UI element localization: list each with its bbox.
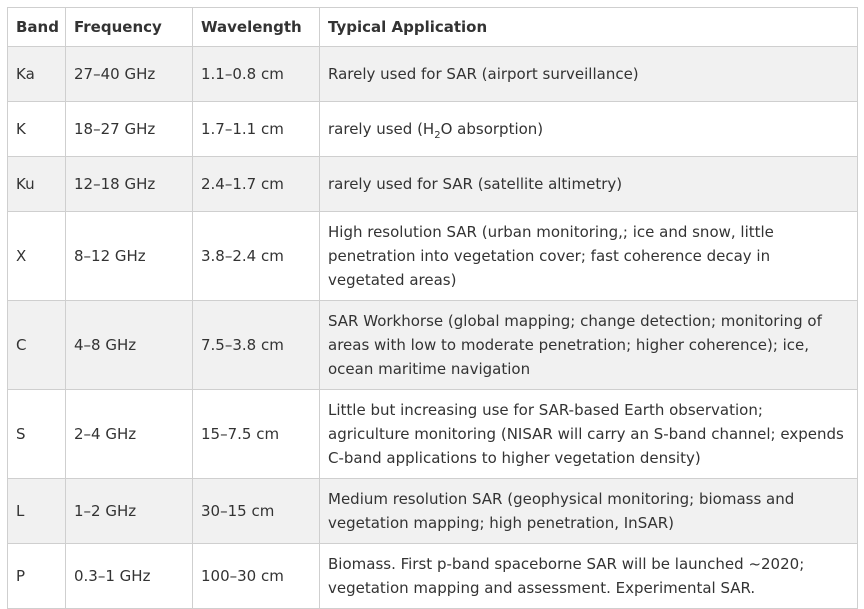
table-row: S 2–4 GHz 15–7.5 cm Little but increasin…: [7, 389, 858, 479]
application-cell: Little but increasing use for SAR-based …: [319, 389, 858, 479]
frequency-cell: 1–2 GHz: [65, 478, 193, 544]
table-row: C 4–8 GHz 7.5–3.8 cm SAR Workhorse (glob…: [7, 300, 858, 390]
wavelength-cell: 3.8–2.4 cm: [192, 211, 320, 301]
frequency-cell: 8–12 GHz: [65, 211, 193, 301]
table-row: Ka 27–40 GHz 1.1–0.8 cm Rarely used for …: [7, 46, 858, 102]
header-wavelength: Wavelength: [192, 7, 320, 47]
application-cell: Rarely used for SAR (airport surveillanc…: [319, 46, 858, 102]
application-text-pre: rarely used (H: [328, 120, 435, 138]
wavelength-cell: 30–15 cm: [192, 478, 320, 544]
frequency-cell: 27–40 GHz: [65, 46, 193, 102]
table-header-row: Band Frequency Wavelength Typical Applic…: [7, 7, 858, 47]
frequency-cell: 0.3–1 GHz: [65, 543, 193, 609]
band-cell: Ku: [7, 156, 66, 212]
wavelength-cell: 2.4–1.7 cm: [192, 156, 320, 212]
band-cell: K: [7, 101, 66, 157]
band-cell: X: [7, 211, 66, 301]
band-cell: P: [7, 543, 66, 609]
header-frequency: Frequency: [65, 7, 193, 47]
wavelength-cell: 1.1–0.8 cm: [192, 46, 320, 102]
frequency-cell: 4–8 GHz: [65, 300, 193, 390]
wavelength-cell: 1.7–1.1 cm: [192, 101, 320, 157]
wavelength-cell: 100–30 cm: [192, 543, 320, 609]
band-cell: L: [7, 478, 66, 544]
application-subscript: 2: [434, 130, 441, 141]
band-cell: Ka: [7, 46, 66, 102]
table-row: X 8–12 GHz 3.8–2.4 cm High resolution SA…: [7, 211, 858, 301]
application-cell: rarely used (H2O absorption): [319, 101, 858, 157]
application-cell: Biomass. First p-band spaceborne SAR wil…: [319, 543, 858, 609]
table-row: L 1–2 GHz 30–15 cm Medium resolution SAR…: [7, 478, 858, 544]
frequency-cell: 18–27 GHz: [65, 101, 193, 157]
band-cell: S: [7, 389, 66, 479]
header-application: Typical Application: [319, 7, 858, 47]
application-cell: Medium resolution SAR (geophysical monit…: [319, 478, 858, 544]
table-row: P 0.3–1 GHz 100–30 cm Biomass. First p-b…: [7, 543, 858, 609]
application-text-post: O absorption): [440, 120, 544, 138]
table-row: K 18–27 GHz 1.7–1.1 cm rarely used (H2O …: [7, 101, 858, 157]
radar-bands-table: Band Frequency Wavelength Typical Applic…: [7, 7, 858, 609]
band-cell: C: [7, 300, 66, 390]
wavelength-cell: 7.5–3.8 cm: [192, 300, 320, 390]
wavelength-cell: 15–7.5 cm: [192, 389, 320, 479]
frequency-cell: 2–4 GHz: [65, 389, 193, 479]
table-row: Ku 12–18 GHz 2.4–1.7 cm rarely used for …: [7, 156, 858, 212]
application-cell: High resolution SAR (urban monitoring,; …: [319, 211, 858, 301]
frequency-cell: 12–18 GHz: [65, 156, 193, 212]
header-band: Band: [7, 7, 66, 47]
application-cell: rarely used for SAR (satellite altimetry…: [319, 156, 858, 212]
application-cell: SAR Workhorse (global mapping; change de…: [319, 300, 858, 390]
